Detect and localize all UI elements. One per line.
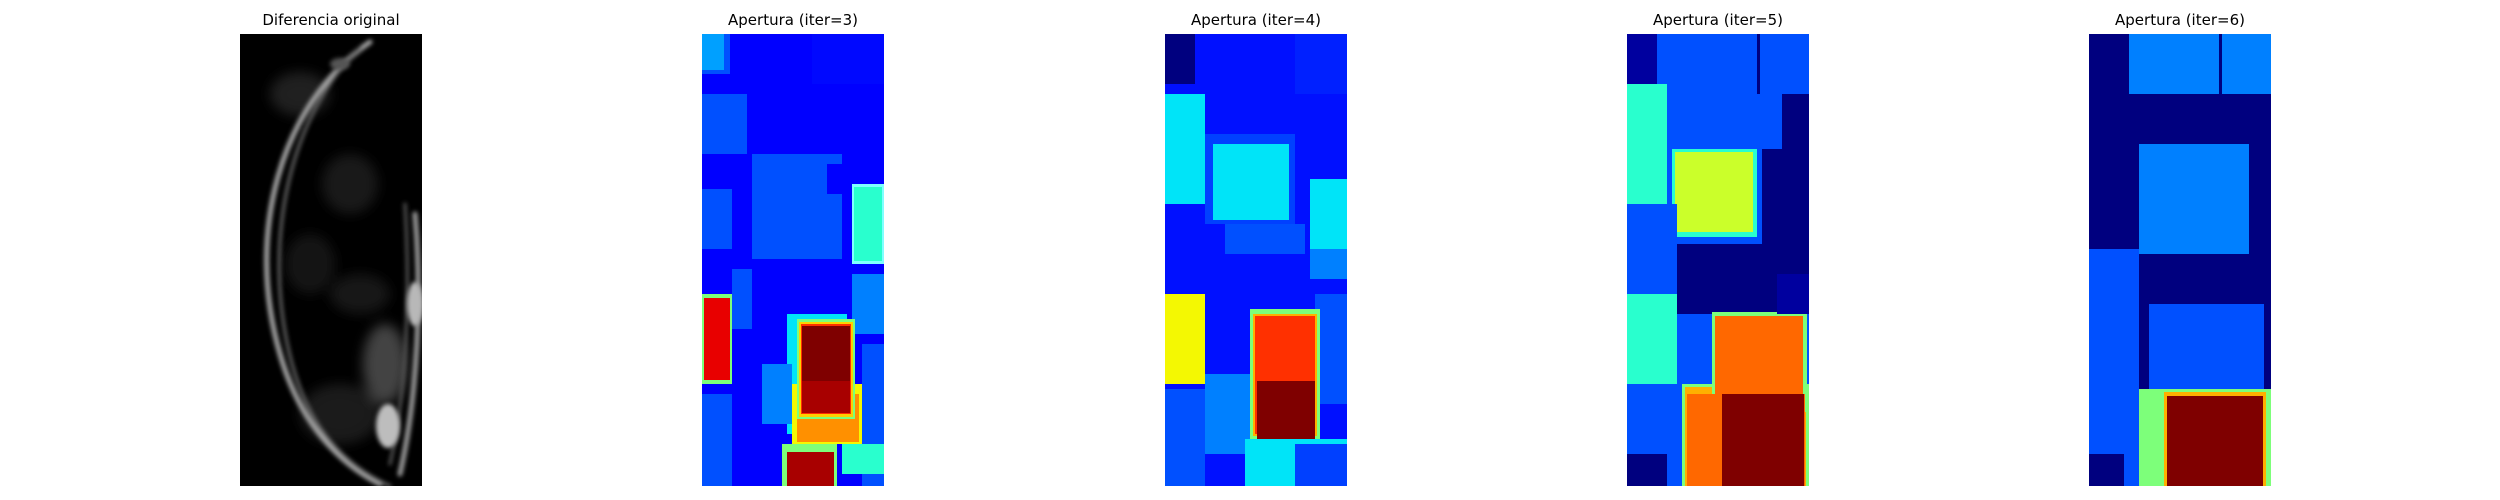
panel-iter-5: Apertura (iter=5) (1627, 0, 1809, 500)
image-opening-iter-5 (1627, 34, 1809, 486)
image-opening-iter-6 (2089, 34, 2271, 486)
panel-iter-6: Apertura (iter=6) (2089, 0, 2271, 500)
panel-iter-4: Apertura (iter=4) (1165, 0, 1347, 500)
panel-title-iter-6: Apertura (iter=6) (2115, 11, 2245, 29)
panel-original: Diferencia original (240, 0, 422, 500)
panel-title-iter-3: Apertura (iter=3) (728, 11, 858, 29)
image-original-difference (240, 34, 422, 486)
panel-title-iter-5: Apertura (iter=5) (1653, 11, 1783, 29)
panel-title-original: Diferencia original (262, 11, 400, 29)
image-opening-iter-3 (702, 34, 884, 486)
image-opening-iter-4 (1165, 34, 1347, 486)
panel-title-iter-4: Apertura (iter=4) (1191, 11, 1321, 29)
panel-iter-3: Apertura (iter=3) (702, 0, 884, 500)
